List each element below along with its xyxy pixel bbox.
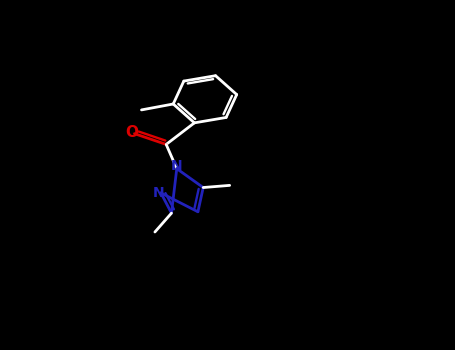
Text: N: N: [152, 186, 164, 200]
Text: N: N: [171, 159, 182, 173]
Text: O: O: [125, 125, 138, 140]
